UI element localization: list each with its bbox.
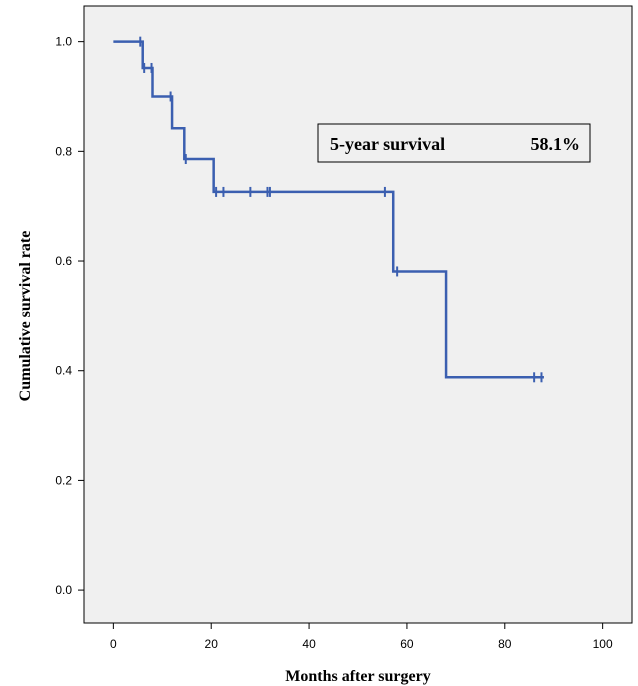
annotation-label: 5-year survival (330, 134, 445, 154)
y-tick-label: 0.6 (55, 254, 72, 268)
plot-background (83, 5, 633, 624)
y-tick-label: 0.4 (55, 364, 72, 378)
x-axis-title: Months after surgery (285, 668, 430, 685)
x-tick-label: 20 (205, 637, 219, 651)
x-tick-label: 0 (110, 637, 117, 651)
x-axis-ticks: 0 20 40 60 80 100 (110, 623, 613, 651)
y-tick-label: 0.2 (55, 473, 72, 487)
x-tick-label: 40 (302, 637, 316, 651)
annotation-box: 5-year survival 58.1% (317, 123, 591, 163)
x-tick-label: 80 (498, 637, 512, 651)
annotation-value: 58.1% (531, 134, 581, 154)
y-axis-ticks: 0.0 0.2 0.4 0.6 0.8 1.0 (55, 35, 84, 597)
x-tick-label: 60 (400, 637, 414, 651)
x-tick-label: 100 (593, 637, 613, 651)
y-tick-label: 0.8 (55, 144, 72, 158)
y-axis-title: Cumulative survival rate (17, 231, 34, 402)
censor-marks (139, 36, 543, 383)
y-tick-label: 0.0 (55, 583, 72, 597)
y-tick-label: 1.0 (55, 35, 72, 49)
annotation-frame (317, 123, 591, 163)
survival-curve (113, 40, 544, 379)
